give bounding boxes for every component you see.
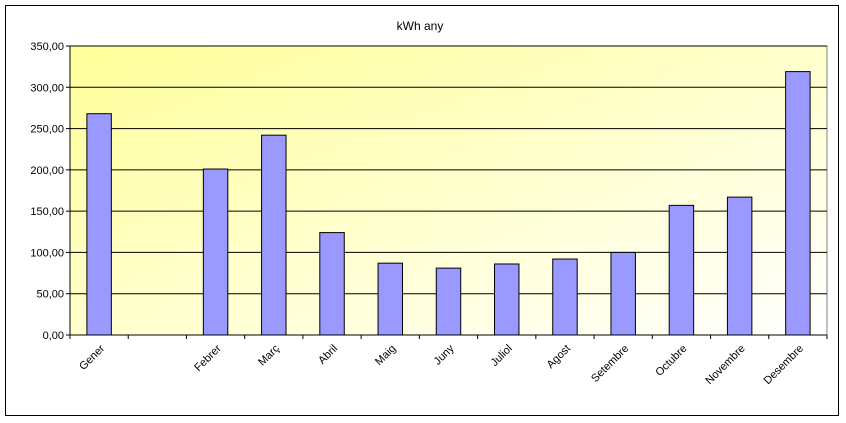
bars bbox=[86, 71, 811, 336]
bar bbox=[86, 113, 112, 336]
gridlines bbox=[70, 45, 827, 295]
x-tick-label: Juliol bbox=[489, 343, 515, 369]
bar bbox=[377, 262, 403, 336]
y-tick-label: 350,00 bbox=[30, 41, 64, 53]
bar bbox=[726, 196, 753, 336]
chart-title: kWh any bbox=[397, 19, 444, 33]
bar bbox=[494, 263, 520, 336]
y-tick-label: 250,00 bbox=[30, 124, 64, 136]
x-tick-label: Març bbox=[256, 342, 282, 368]
y-tick-label: 200,00 bbox=[30, 165, 64, 177]
y-axis: 0,00 50,00 100,00 150,00 200,00 250,00 300,00 3… bbox=[30, 41, 71, 342]
y-tick-label: 0,00 bbox=[43, 330, 64, 342]
x-tick-label: Febrer bbox=[192, 342, 224, 374]
y-tick-label: 100,00 bbox=[30, 247, 64, 259]
x-tick-label: Octubre bbox=[653, 343, 689, 379]
x-tick-label: Maig bbox=[373, 343, 398, 368]
y-tick-label: 150,00 bbox=[30, 206, 64, 218]
bar bbox=[668, 204, 695, 336]
bar bbox=[552, 258, 578, 336]
bar bbox=[319, 232, 345, 336]
bar bbox=[261, 134, 287, 336]
x-tick-label: Gener bbox=[77, 342, 107, 372]
bar bbox=[435, 267, 462, 336]
bar bbox=[202, 168, 229, 336]
x-axis: Gener Febrer Març Abril Maig Juny Juliol Agost S… bbox=[69, 334, 828, 387]
bar bbox=[610, 251, 636, 336]
x-tick-label: Abril bbox=[316, 343, 340, 367]
bar bbox=[785, 71, 811, 336]
x-tick-label: Juny bbox=[432, 342, 457, 367]
x-tick-label: Desembre bbox=[762, 343, 806, 387]
x-tick-label: Agost bbox=[545, 343, 573, 371]
x-tick-label: Novembre bbox=[703, 343, 747, 387]
x-tick-label: Setembre bbox=[589, 343, 631, 385]
y-tick-label: 300,00 bbox=[30, 82, 64, 94]
y-tick-label: 50,00 bbox=[36, 289, 64, 301]
